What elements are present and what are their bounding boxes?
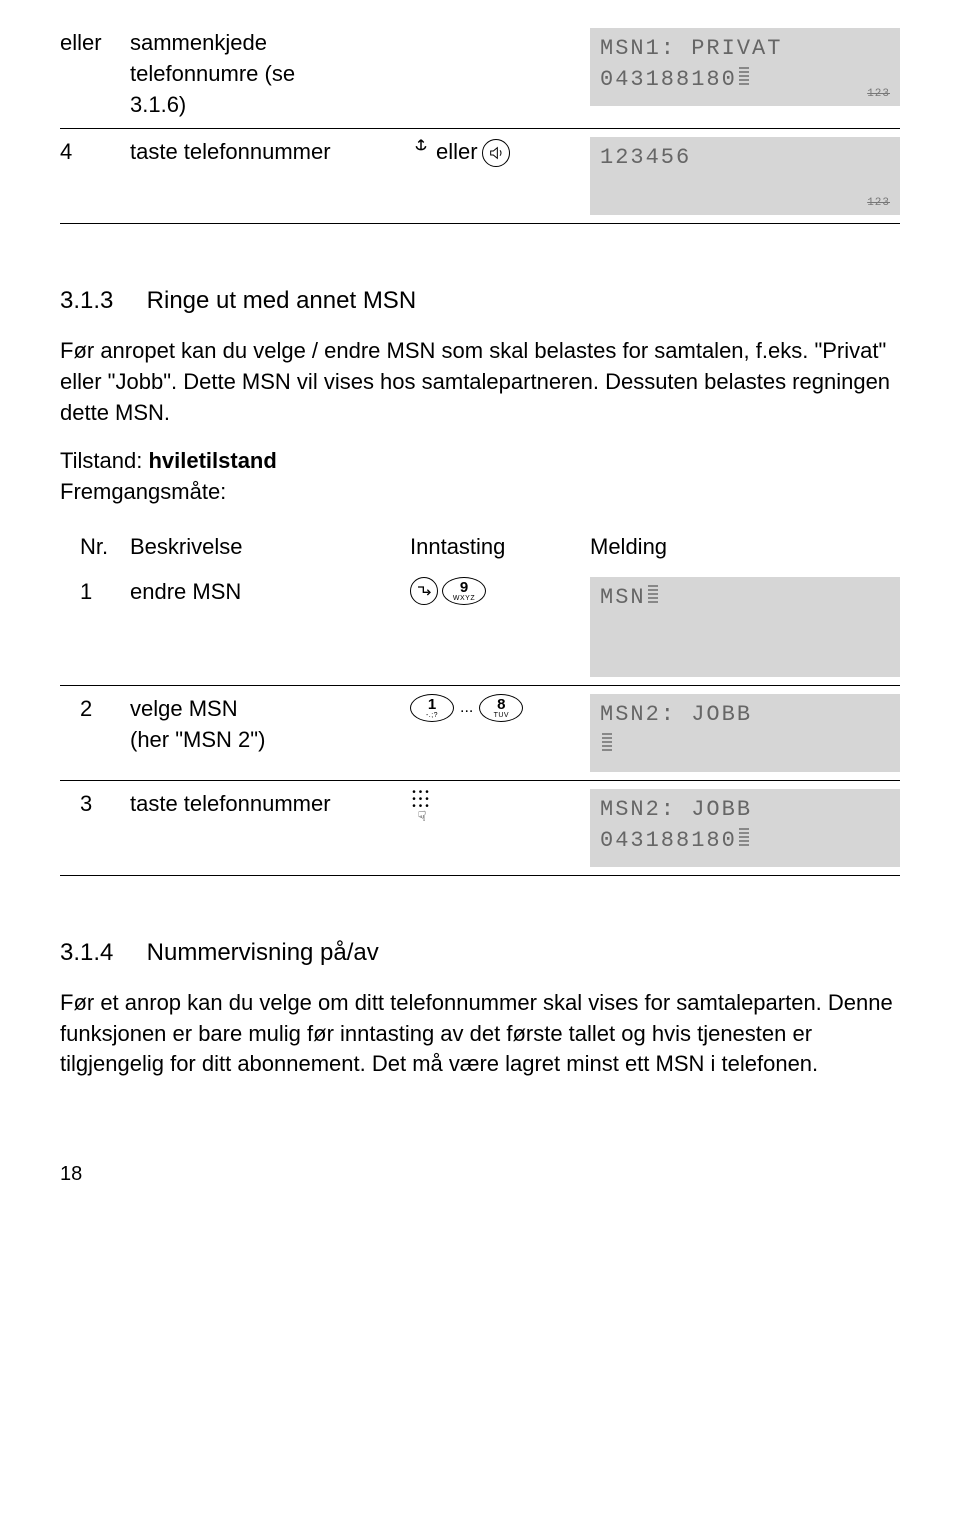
- section-para: Før anropet kan du velge / endre MSN som…: [60, 336, 900, 428]
- state-line: Tilstand: hviletilstand Fremgangsmåte:: [60, 446, 900, 508]
- arrow-key-icon: [410, 577, 438, 605]
- step-row: 4 taste telefonnummer eller 123456 123: [60, 129, 900, 224]
- lcd-line: 123456: [600, 145, 691, 170]
- step-msg: MSN: [590, 577, 900, 677]
- state-value: hviletilstand: [148, 448, 276, 473]
- step-msg: MSN2: JOBB: [590, 694, 900, 772]
- step-row: 3 taste telefonnummer ••• ••• ••• ☟ MSN2…: [60, 781, 900, 876]
- digit-key-icon: 9 WXYZ: [442, 577, 486, 605]
- speaker-icon: [482, 139, 510, 167]
- step-msg: 123456 123: [590, 137, 900, 215]
- key-sub: -.;?: [426, 712, 438, 719]
- step-desc: sammenkjede telefonnumre (se 3.1.6): [130, 28, 410, 120]
- step-nr: eller: [60, 28, 130, 59]
- ellipsis-icon: ...: [458, 697, 475, 719]
- hook-icon: [410, 137, 432, 168]
- step-nr: 3: [60, 789, 130, 820]
- table-header: Nr. Beskrivelse Inntasting Melding: [60, 526, 900, 569]
- lcd-line: MSN2: JOBB: [600, 702, 752, 727]
- step-desc: taste telefonnummer: [130, 789, 410, 820]
- th-msg: Melding: [590, 532, 900, 563]
- lcd-display: MSN2: JOBB: [590, 694, 900, 772]
- section-num: 3.1.3: [60, 284, 140, 318]
- step-row: 2 velge MSN (her "MSN 2") 1 -.;? ... 8 T…: [60, 686, 900, 781]
- step-nr: 2: [60, 694, 130, 725]
- lcd-display: 123456 123: [590, 137, 900, 215]
- key-sub: TUV: [494, 712, 510, 719]
- step-row: 1 endre MSN 9 WXYZ MSN: [60, 569, 900, 686]
- state-label: Tilstand:: [60, 448, 142, 473]
- key-main: 8: [497, 697, 505, 712]
- section-heading: 3.1.4 Nummervisning på/av: [60, 936, 900, 970]
- lcd-line: 043188180: [600, 828, 737, 853]
- step-input: eller: [410, 137, 590, 168]
- step-nr: 4: [60, 137, 130, 168]
- proc-label: Fremgangsmåte:: [60, 479, 226, 504]
- cursor-icon: [739, 828, 749, 846]
- section-title: Ringe ut med annet MSN: [147, 287, 416, 314]
- key-main: 9: [460, 580, 468, 595]
- lcd-corner: 123: [867, 87, 890, 102]
- step-input: ••• ••• ••• ☟: [410, 789, 590, 822]
- cursor-icon: [602, 733, 612, 751]
- key-sub: WXYZ: [453, 595, 475, 602]
- page-number: 18: [60, 1160, 900, 1188]
- step-input: 1 -.;? ... 8 TUV: [410, 694, 590, 722]
- th-input: Inntasting: [410, 532, 590, 563]
- cursor-icon: [739, 67, 749, 85]
- step-row: eller sammenkjede telefonnumre (se 3.1.6…: [60, 20, 900, 129]
- step-nr: 1: [60, 577, 130, 608]
- input-word: eller: [436, 137, 478, 168]
- th-nr: Nr.: [60, 532, 130, 563]
- lcd-line: MSN1: PRIVAT: [600, 36, 782, 61]
- lcd-line: MSN: [600, 585, 646, 610]
- section-num: 3.1.4: [60, 936, 140, 970]
- step-msg: MSN1: PRIVAT 043188180 123: [590, 28, 900, 106]
- key-main: 1: [428, 697, 436, 712]
- cursor-icon: [648, 585, 658, 603]
- digit-key-icon: 8 TUV: [479, 694, 523, 722]
- lcd-line: MSN2: JOBB: [600, 797, 752, 822]
- step-desc: velge MSN (her "MSN 2"): [130, 694, 410, 756]
- lcd-display: MSN1: PRIVAT 043188180 123: [590, 28, 900, 106]
- section-heading: 3.1.3 Ringe ut med annet MSN: [60, 284, 900, 318]
- step-msg: MSN2: JOBB 043188180: [590, 789, 900, 867]
- section-title: Nummervisning på/av: [147, 939, 379, 966]
- step-desc: taste telefonnummer: [130, 137, 410, 168]
- section-para: Før et anrop kan du velge om ditt telefo…: [60, 988, 900, 1080]
- step-desc: endre MSN: [130, 577, 410, 608]
- keypad-icon: ••• ••• ••• ☟: [410, 789, 434, 822]
- step-input: 9 WXYZ: [410, 577, 590, 605]
- lcd-display: MSN: [590, 577, 900, 677]
- lcd-display: MSN2: JOBB 043188180: [590, 789, 900, 867]
- digit-key-icon: 1 -.;?: [410, 694, 454, 722]
- lcd-line: 043188180: [600, 67, 737, 92]
- th-desc: Beskrivelse: [130, 532, 410, 563]
- lcd-corner: 123: [867, 196, 890, 211]
